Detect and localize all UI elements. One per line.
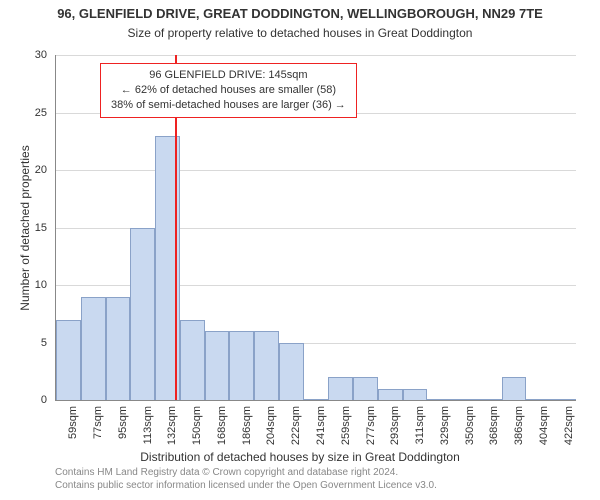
- histogram-bar: [180, 320, 205, 401]
- histogram-bar: [502, 377, 527, 400]
- property-size-histogram: 96, GLENFIELD DRIVE, GREAT DODDINGTON, W…: [0, 0, 600, 500]
- histogram-bar: [205, 331, 230, 400]
- x-tick-label: 150sqm: [191, 406, 203, 456]
- x-tick-label: 404sqm: [538, 406, 550, 456]
- chart-subtitle: Size of property relative to detached ho…: [0, 26, 600, 40]
- histogram-bar: [427, 399, 452, 400]
- histogram-bar: [551, 399, 576, 400]
- x-tick-label: 95sqm: [117, 406, 129, 456]
- histogram-bar: [130, 228, 155, 401]
- x-tick-label: 293sqm: [389, 406, 401, 456]
- annotation-line: 96 GLENFIELD DRIVE: 145sqm: [111, 68, 346, 83]
- histogram-bar: [403, 389, 428, 401]
- histogram-bar: [254, 331, 279, 400]
- x-tick-label: 77sqm: [92, 406, 104, 456]
- y-tick-label: 5: [0, 337, 47, 349]
- x-tick-label: 329sqm: [439, 406, 451, 456]
- annotation-line: 38% of semi-detached houses are larger (…: [111, 98, 346, 113]
- x-tick-label: 241sqm: [315, 406, 327, 456]
- attribution-footer: Contains HM Land Registry data © Crown c…: [55, 466, 600, 492]
- y-tick-label: 25: [0, 107, 47, 119]
- x-tick-label: 386sqm: [513, 406, 525, 456]
- histogram-bar: [81, 297, 106, 401]
- gridline: [56, 170, 576, 171]
- y-axis-label: Number of detached properties: [18, 118, 32, 338]
- x-tick-label: 186sqm: [241, 406, 253, 456]
- x-tick-label: 311sqm: [414, 406, 426, 456]
- x-tick-label: 132sqm: [166, 406, 178, 456]
- x-tick-label: 204sqm: [265, 406, 277, 456]
- histogram-bar: [229, 331, 254, 400]
- histogram-bar: [353, 377, 378, 400]
- histogram-bar: [526, 399, 551, 400]
- histogram-bar: [452, 399, 477, 400]
- x-tick-label: 368sqm: [488, 406, 500, 456]
- chart-title: 96, GLENFIELD DRIVE, GREAT DODDINGTON, W…: [0, 6, 600, 21]
- x-tick-label: 222sqm: [290, 406, 302, 456]
- footer-line: Contains HM Land Registry data © Crown c…: [55, 466, 600, 479]
- histogram-bar: [56, 320, 81, 401]
- histogram-bar: [304, 399, 329, 400]
- histogram-bar: [328, 377, 353, 400]
- histogram-bar: [378, 389, 403, 401]
- annotation-box: 96 GLENFIELD DRIVE: 145sqm← 62% of detac…: [100, 63, 357, 118]
- footer-line: Contains public sector information licen…: [55, 479, 600, 492]
- x-tick-label: 422sqm: [563, 406, 575, 456]
- x-tick-label: 277sqm: [365, 406, 377, 456]
- gridline: [56, 55, 576, 56]
- annotation-line: ← 62% of detached houses are smaller (58…: [111, 83, 346, 98]
- x-tick-label: 168sqm: [216, 406, 228, 456]
- histogram-bar: [106, 297, 131, 401]
- x-axis-label: Distribution of detached houses by size …: [0, 450, 600, 464]
- x-tick-label: 113sqm: [142, 406, 154, 456]
- y-tick-label: 0: [0, 394, 47, 406]
- x-tick-label: 350sqm: [464, 406, 476, 456]
- histogram-bar: [477, 399, 502, 400]
- histogram-bar: [279, 343, 304, 401]
- y-tick-label: 30: [0, 49, 47, 61]
- x-tick-label: 59sqm: [67, 406, 79, 456]
- x-tick-label: 259sqm: [340, 406, 352, 456]
